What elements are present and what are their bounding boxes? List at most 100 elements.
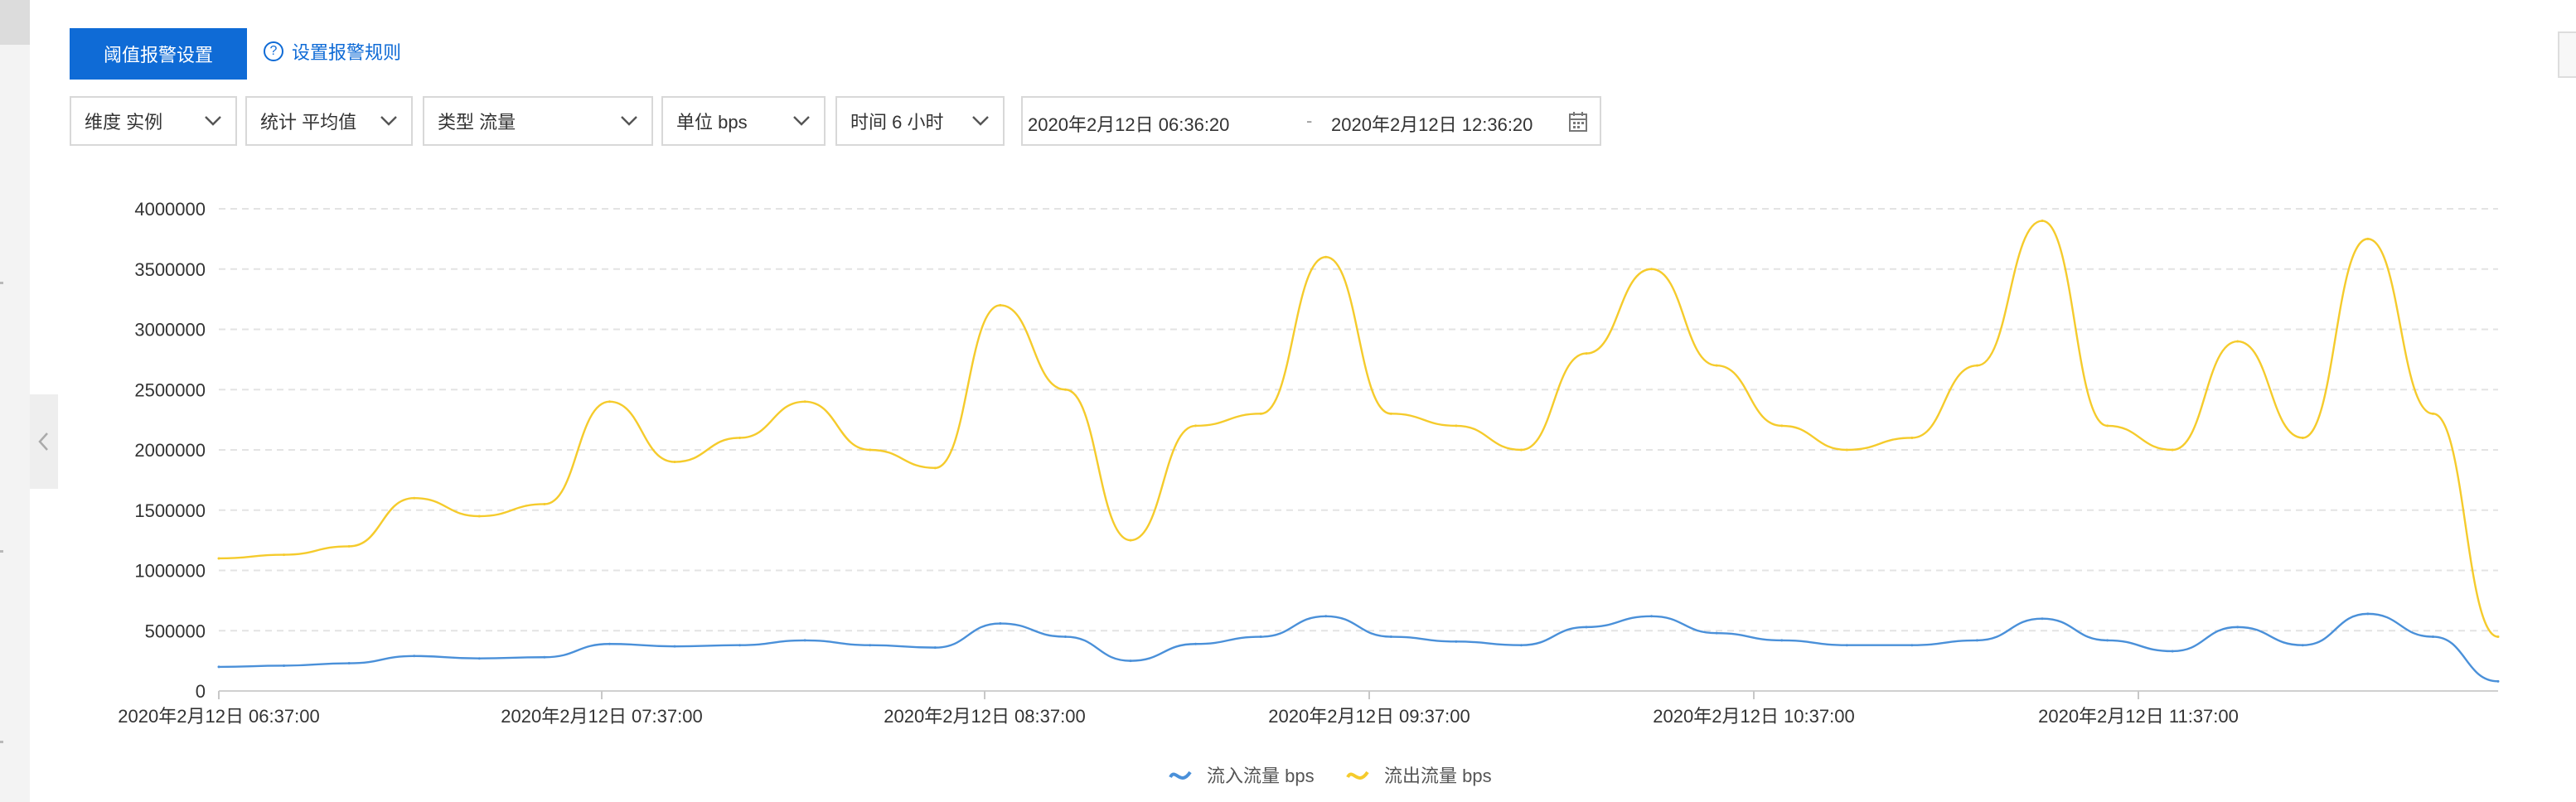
plot-area (217, 220, 2500, 683)
outflow-point (869, 448, 872, 452)
chevron-down-icon (380, 116, 397, 126)
chart-grid (219, 208, 2498, 632)
inflow-point (999, 622, 1002, 626)
left-rail (0, 0, 30, 802)
inflow-point (2041, 617, 2044, 621)
outflow-point (1063, 388, 1067, 391)
inflow-point (673, 645, 676, 648)
inflow-point (933, 646, 937, 650)
outflow-point (608, 400, 611, 403)
inflow-point (2366, 612, 2370, 616)
rail-marker (0, 550, 3, 553)
inflow-series-line (218, 612, 2499, 683)
threshold-alarm-settings-button[interactable]: 阈值报警设置 (70, 28, 247, 80)
alarm-rules-link[interactable]: ? 设置报警规则 (264, 38, 401, 65)
outflow-point (1650, 268, 1654, 271)
x-tick-label: 2020年2月12日 06:37:00 (118, 706, 319, 727)
outflow-point (2301, 436, 2304, 439)
outflow-point (1324, 255, 1328, 258)
inflow-point (738, 644, 742, 647)
outflow-point (1715, 364, 1718, 367)
outflow-point (803, 400, 806, 403)
outflow-point (543, 502, 546, 505)
inflow-point (2171, 650, 2174, 653)
inflow-point (1259, 635, 1262, 639)
inflow-point (1845, 644, 1848, 647)
inflow-point (347, 662, 351, 665)
inflow-point (1129, 659, 1132, 663)
inflow-point (283, 664, 286, 667)
inflow-point (1715, 631, 1718, 635)
y-axis: 0 500000 1000000 1500000 2000000 2500000 30000… (134, 199, 206, 702)
outflow-point (673, 461, 676, 464)
statistic-select[interactable]: 统计 平均值 (245, 96, 413, 146)
dimension-select-value: 维度 实例 (85, 112, 163, 133)
outflow-point (1585, 352, 1588, 355)
inflow-point (1324, 615, 1328, 618)
y-tick-label: 500000 (145, 621, 206, 641)
chevron-down-icon (793, 116, 810, 126)
x-tick-label: 2020年2月12日 07:37:00 (501, 706, 702, 727)
chevron-down-icon (621, 116, 637, 126)
outflow-point (1845, 448, 1848, 452)
y-tick-label: 1000000 (134, 561, 206, 582)
inflow-point (2106, 639, 2109, 642)
chevron-left-icon (38, 432, 48, 451)
rail-marker (0, 282, 3, 284)
inflow-point (543, 655, 546, 659)
inflow-point (1194, 642, 1198, 645)
statistic-select-value: 统计 平均值 (260, 112, 357, 133)
x-tick-label: 2020年2月12日 08:37:00 (884, 706, 1085, 727)
chevron-down-icon (972, 116, 989, 126)
calendar-icon[interactable] (1568, 111, 1588, 133)
y-tick-label: 1500000 (134, 500, 206, 521)
inflow-point (1455, 640, 1458, 643)
outflow-point (1259, 412, 1262, 415)
outflow-point (1780, 424, 1784, 428)
alarm-rules-link-label: 设置报警规则 (292, 42, 402, 63)
legend-item[interactable]: 流入流量 bps (1169, 766, 1315, 786)
y-tick-label: 3500000 (134, 259, 206, 280)
outflow-point (2236, 340, 2239, 343)
inflow-point (1650, 615, 1654, 618)
inflow-point (2301, 644, 2304, 647)
type-select[interactable]: 类型 流量 (423, 96, 653, 146)
right-panel-tab[interactable] (2558, 31, 2576, 78)
range-end: 2020年2月12日 12:36:20 (1331, 114, 1533, 135)
legend-label: 流入流量 bps (1207, 766, 1315, 786)
rail-marker (0, 741, 3, 743)
legend-swatch (1346, 771, 1369, 780)
range-separator: - (1306, 110, 1313, 131)
inflow-point (1975, 639, 1978, 642)
outflow-point (933, 466, 937, 470)
outflow-point (217, 557, 220, 560)
outflow-point (1455, 424, 1458, 428)
inflow-point (2496, 679, 2500, 683)
outflow-point (413, 496, 416, 500)
outflow-point (2041, 220, 2044, 223)
y-tick-label: 4000000 (134, 199, 206, 220)
outflow-point (347, 544, 351, 548)
chevron-down-icon (205, 116, 221, 126)
chart-legend[interactable]: 流入流量 bps 流出流量 bps (1169, 766, 1492, 786)
inflow-point (2431, 635, 2434, 639)
inflow-point (1519, 644, 1523, 647)
x-tick-label: 2020年2月12日 10:37:00 (1653, 706, 1854, 727)
dimension-select[interactable]: 维度 实例 (70, 96, 237, 146)
collapse-sidebar-button[interactable] (30, 394, 58, 489)
unit-select[interactable]: 单位 bps (661, 96, 826, 146)
date-range-picker[interactable]: 2020年2月12日 06:36:20 - 2020年2月12日 12:36:2… (1021, 96, 1601, 146)
outflow-point (1910, 436, 1914, 439)
outflow-point (999, 303, 1002, 307)
inflow-point (413, 655, 416, 658)
outflow-point (2171, 448, 2174, 452)
inflow-point (1389, 635, 1392, 639)
inflow-point (2236, 626, 2239, 629)
time-select[interactable]: 时间 6 小时 (835, 96, 1005, 146)
legend-item[interactable]: 流出流量 bps (1346, 766, 1492, 786)
outflow-series-line (218, 220, 2499, 638)
outflow-point (1519, 448, 1523, 452)
y-tick-label: 2500000 (134, 379, 206, 400)
inflow-point (1585, 626, 1588, 629)
legend-label: 流出流量 bps (1384, 766, 1492, 786)
